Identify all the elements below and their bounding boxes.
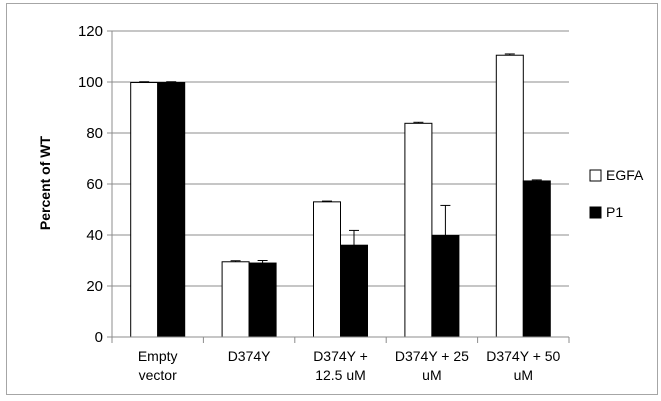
bars xyxy=(130,54,551,338)
legend-label-EGFA: EGFA xyxy=(606,167,644,183)
y-tick-label-0: 0 xyxy=(95,329,103,346)
bar-EGFA-1 xyxy=(221,261,250,338)
axes: 0 20 40 60 80 100 120 Empty vector D374Y D374Y + 12… xyxy=(78,23,570,383)
bar-P1-2 xyxy=(340,244,368,338)
x-category-label-line: D374Y + xyxy=(313,348,368,364)
y-tick-label-120: 120 xyxy=(78,23,103,40)
x-category-label-line: D374Y xyxy=(228,348,271,364)
bar-EGFA-4 xyxy=(495,54,524,338)
x-category-label-4: D374Y + 50 uM xyxy=(486,348,560,383)
x-category-label-line: uM xyxy=(514,367,533,383)
x-category-label-line: D374Y + 25 xyxy=(395,348,469,364)
legend: EGFA P1 xyxy=(589,167,644,220)
x-category-label-3: D374Y + 25 uM xyxy=(395,348,469,383)
y-tick-label-40: 40 xyxy=(86,227,103,244)
x-category-label-1: D374Y xyxy=(228,348,271,364)
bar-EGFA-0 xyxy=(130,82,159,338)
x-category-label-line: 12.5 uM xyxy=(315,367,366,383)
x-category-label-0: Empty vector xyxy=(138,348,178,383)
bar-P1-4 xyxy=(522,180,551,338)
y-tick-label-100: 100 xyxy=(78,74,103,91)
bar-P1-3 xyxy=(431,235,460,338)
legend-swatch-P1 xyxy=(589,206,602,219)
y-tick-label-80: 80 xyxy=(86,125,103,142)
x-category-label-line: Empty xyxy=(138,348,178,364)
bar-EGFA-3 xyxy=(404,122,433,338)
bar-P1-0 xyxy=(157,82,186,338)
bar-P1-1 xyxy=(248,262,277,338)
y-axis-label: Percent of WT xyxy=(37,135,53,230)
x-category-label-line: vector xyxy=(139,367,177,383)
legend-swatch-EGFA xyxy=(589,169,602,182)
legend-label-P1: P1 xyxy=(606,204,623,220)
bar-EGFA-2 xyxy=(313,201,341,338)
x-category-label-2: D374Y + 12.5 uM xyxy=(313,348,368,383)
y-tick-label-20: 20 xyxy=(86,278,103,295)
y-tick-label-60: 60 xyxy=(86,176,103,193)
gridlines xyxy=(112,30,569,287)
error-bars xyxy=(139,53,542,264)
x-category-label-line: D374Y + 50 xyxy=(486,348,560,364)
x-category-label-line: uM xyxy=(422,367,441,383)
